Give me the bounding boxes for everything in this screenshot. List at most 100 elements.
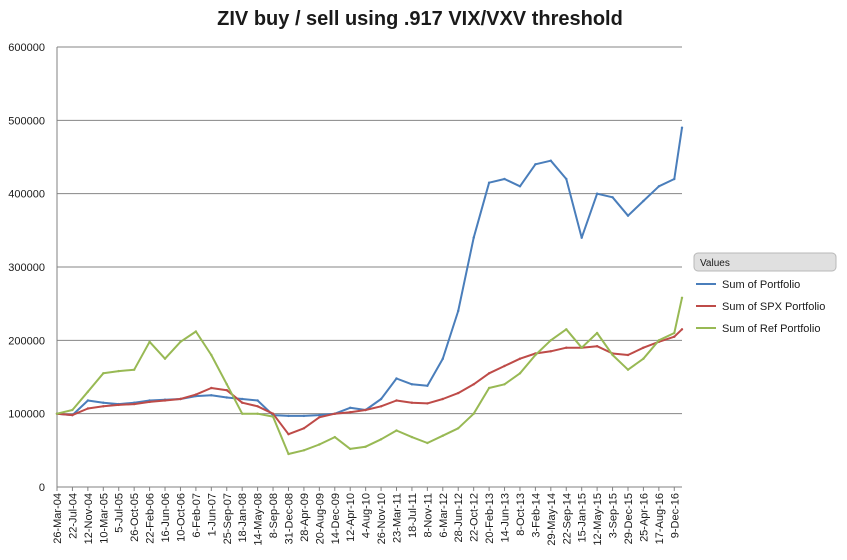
y-tick-label: 600000 [8,42,45,54]
legend-label: Sum of Ref Portfolio [722,323,820,335]
x-tick-label: 26-Oct-05 [129,493,141,542]
grid-lines [57,46,682,488]
x-tick-label: 18-Jan-08 [237,493,249,543]
data-point [148,400,151,404]
data-point [395,429,398,432]
legend-header-box [693,252,837,272]
data-point [225,389,228,392]
x-tick-label: 22-Sep-14 [561,493,573,544]
x-tick-label: 28-Apr-09 [299,493,311,542]
data-point [410,435,414,439]
data-point [364,408,367,412]
data-point [518,185,522,188]
y-tick-label: 100000 [8,409,45,421]
data-point [117,369,120,373]
x-tick-label: 14-Jun-13 [500,493,512,543]
x-tick-label: 22-Feb-06 [145,493,157,544]
data-point [102,405,105,408]
x-tick-label: 17-Aug-16 [654,493,666,544]
data-point [395,399,398,402]
data-point [441,397,444,401]
data-point [318,443,321,446]
data-point [318,416,321,419]
data-point [657,339,661,342]
data-point [642,357,645,360]
data-point [426,402,429,405]
data-point [595,345,599,348]
data-point [673,335,676,338]
data-point [518,357,522,360]
data-point [379,438,383,441]
data-point [549,350,552,353]
data-point [487,386,491,390]
data-point [86,390,90,393]
data-point [194,330,198,333]
data-point [71,408,74,412]
data-point [472,383,475,386]
data-point [395,377,398,380]
series-line [56,328,683,436]
data-point [595,331,599,335]
x-tick-label: 3-Sep-15 [608,493,620,538]
data-point [580,236,583,239]
x-tick-label: 5-Jul-05 [114,493,126,533]
data-point [518,372,522,375]
data-point [102,401,105,404]
data-point [410,383,414,386]
x-tick-label: 18-Jul-11 [407,493,419,538]
x-tick-label: 26-Mar-04 [52,493,64,544]
x-tick-label: 8-Oct-13 [515,493,527,536]
data-point [441,357,444,360]
data-point [163,357,167,360]
data-point [163,399,167,402]
data-point [673,331,676,335]
x-tick-label: 25-Sep-07 [222,493,234,544]
series-line [56,127,683,417]
data-point [102,372,105,375]
x-tick-label: 9-Dec-16 [669,493,681,538]
data-point [179,340,182,343]
data-point [225,396,228,399]
data-point [642,346,645,349]
data-point [457,427,460,430]
data-point [626,353,630,357]
data-point [287,452,290,456]
data-point [680,126,684,129]
data-point [287,414,290,418]
x-tick-label: 4-Aug-10 [361,493,373,538]
y-tick-label: 200000 [8,335,45,347]
data-point [549,159,552,162]
legend-label: Sum of Portfolio [722,279,800,291]
x-tick-label: 14-Dec-09 [330,493,342,544]
x-tick-label: 23-Mar-11 [392,493,404,543]
data-point [487,372,491,375]
x-tick-label: 6-Feb-07 [191,493,203,538]
data-point [194,393,198,396]
data-point [225,383,228,386]
data-point [595,192,599,195]
data-point [256,405,259,408]
data-point [565,346,568,349]
chart-title: ZIV buy / sell using .917 VIX/VXV thresh… [217,8,623,30]
data-point [364,445,367,448]
y-tick-label: 400000 [8,189,45,201]
data-point [86,407,90,410]
data-point [503,177,506,181]
data-point [611,196,614,199]
data-point [565,177,568,181]
data-point [133,402,136,406]
series-line [56,297,683,455]
data-point [117,403,120,407]
data-point [379,405,383,408]
data-point [210,386,213,390]
x-tick-label: 26-Nov-10 [376,493,388,544]
y-tick-label: 0 [39,482,45,494]
data-point [318,413,321,417]
x-axis: 26-Mar-04 22-Jul-04 12-Nov-04 10-Mar-05 5-Ju… [52,487,681,546]
data-point [241,412,244,415]
data-point [287,433,290,436]
data-point [549,339,552,342]
data-point [565,328,568,331]
x-tick-label: 12-Apr-10 [345,493,357,542]
x-tick-label: 6-Mar-12 [438,493,450,538]
